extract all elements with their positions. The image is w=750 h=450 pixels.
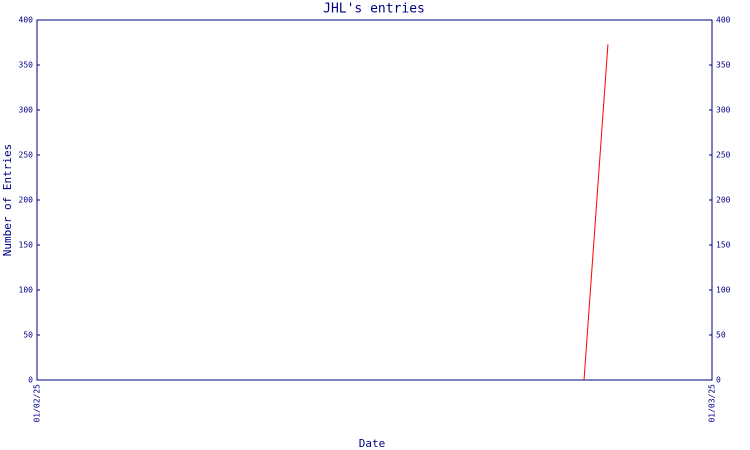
y-tick-label: 350 — [19, 61, 34, 70]
y-tick-label: 400 — [19, 16, 34, 25]
y2-tick-label: 0 — [716, 376, 721, 385]
y-axis-label: Number of Entries — [1, 144, 14, 257]
y-tick-label: 0 — [28, 376, 33, 385]
plot-frame — [36, 19, 713, 381]
y-tick-label: 150 — [19, 241, 34, 250]
x-tick-label: 01/03/25 — [708, 384, 717, 423]
y-tick-label: 200 — [19, 196, 34, 205]
y2-tick-label: 250 — [716, 151, 731, 160]
y2-tick-label: 200 — [716, 196, 731, 205]
x-tick-label: 01/02/25 — [33, 384, 42, 423]
y2-tick-label: 150 — [716, 241, 731, 250]
y-tick-label: 50 — [23, 331, 33, 340]
y2-tick-label: 350 — [716, 61, 731, 70]
chart-title: JHL's entries — [323, 2, 425, 17]
y2-tick-label: 300 — [716, 106, 731, 115]
y-tick-label: 250 — [19, 151, 34, 160]
y2-tick-label: 50 — [716, 331, 726, 340]
y2-tick-label: 400 — [716, 16, 731, 25]
y-tick-label: 300 — [19, 106, 34, 115]
data-line — [583, 44, 609, 381]
x-axis-label: Date — [359, 437, 386, 450]
y-tick-label: 100 — [19, 286, 34, 295]
y2-tick-label: 100 — [716, 286, 731, 295]
